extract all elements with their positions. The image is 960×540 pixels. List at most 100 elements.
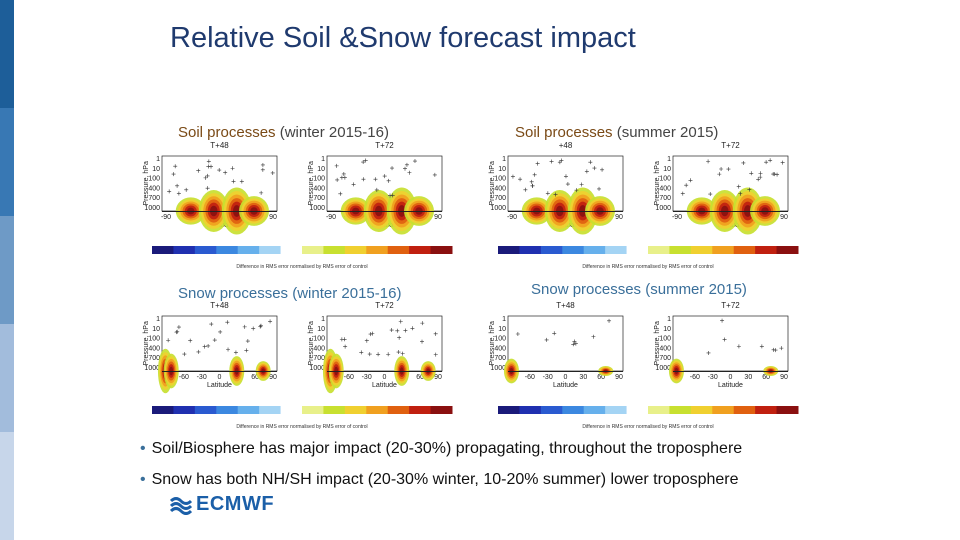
plot-title: T+48 <box>556 301 575 310</box>
significance-mark <box>768 158 773 163</box>
colorbar-swatch <box>648 406 670 414</box>
x-tick-label: 30 <box>744 374 752 381</box>
colorbar-swatch <box>669 406 692 414</box>
significance-mark <box>376 352 381 357</box>
significance-mark <box>209 164 214 169</box>
colorbar-swatch <box>583 406 606 414</box>
y-tick-label: 700 <box>313 355 325 362</box>
plot-frame <box>672 315 789 372</box>
significance-mark <box>260 167 265 172</box>
y-axis-label: Pressure, hPa <box>489 161 496 205</box>
colorbar-swatch <box>430 246 453 254</box>
y-tick-label: 400 <box>494 185 506 192</box>
colorbar-swatch <box>366 406 389 414</box>
colorbar-swatch <box>280 246 303 254</box>
significance-mark <box>592 166 597 171</box>
x-tick-label: 60 <box>762 374 770 381</box>
bullet-dot: • <box>140 440 146 457</box>
colorbar-swatch <box>776 406 799 414</box>
x-tick-label: 90 <box>434 374 442 381</box>
y-tick-label: 1 <box>156 316 160 323</box>
significance-mark <box>780 160 785 165</box>
x-axis-label: Latitude <box>372 382 397 389</box>
significance-mark <box>230 166 235 171</box>
significance-mark <box>433 331 438 336</box>
x-tick-label: 90 <box>434 214 442 221</box>
colorbar-swatch <box>626 246 649 254</box>
significance-mark <box>196 349 201 354</box>
x-tick-label: -60 <box>525 374 535 381</box>
significance-mark <box>588 160 593 165</box>
bullet-item: • Snow has both NH/SH impact (20-30% wint… <box>140 471 742 489</box>
colorbar-swatch <box>605 406 628 414</box>
y-axis-label: Pressure, hPa <box>654 161 661 205</box>
ecmwf-logo: ECMWF <box>170 493 274 516</box>
significance-mark <box>218 329 223 334</box>
significance-mark <box>410 326 415 331</box>
y-axis-label: Pressure, hPa <box>308 321 315 365</box>
significance-mark <box>206 343 211 348</box>
colorbar-swatch <box>498 406 520 414</box>
plot-baseline <box>327 371 442 372</box>
significance-mark <box>373 177 378 182</box>
significance-mark <box>364 338 369 343</box>
significance-mark <box>518 177 523 182</box>
significance-mark <box>244 348 249 353</box>
significance-mark <box>171 172 176 177</box>
y-tick-label: 10 <box>498 326 506 333</box>
significance-mark <box>432 172 437 177</box>
significance-mark <box>549 159 554 164</box>
impact-shading <box>579 205 587 217</box>
significance-mark <box>412 159 417 164</box>
y-tick-label: 400 <box>313 345 325 352</box>
plot-baseline <box>508 371 623 372</box>
y-tick-label: 1 <box>321 156 325 163</box>
significance-mark <box>268 319 273 324</box>
significance-mark <box>382 174 387 179</box>
y-tick-label: 1000 <box>309 365 325 372</box>
plot-title: T+72 <box>375 141 394 150</box>
significance-mark <box>571 342 576 347</box>
significance-mark <box>173 164 178 169</box>
significance-mark <box>397 335 402 340</box>
colorbar-swatch <box>712 246 735 254</box>
significance-mark <box>572 339 577 344</box>
significance-mark <box>515 331 520 336</box>
significance-mark <box>553 192 558 197</box>
significance-mark <box>736 184 741 189</box>
y-tick-label: 1 <box>667 316 671 323</box>
colorbar-swatch <box>690 246 713 254</box>
plot-title: T+48 <box>210 141 229 150</box>
y-tick-label: 100 <box>313 336 325 343</box>
significance-mark <box>574 188 579 193</box>
y-tick-label: 100 <box>659 336 671 343</box>
significance-mark <box>398 319 403 324</box>
caption-period: (summer 2015) <box>616 124 719 141</box>
plot-baseline <box>673 371 788 372</box>
significance-mark <box>395 328 400 333</box>
colorbar-swatch <box>776 246 799 254</box>
significance-mark <box>738 191 743 196</box>
accent-segment <box>0 108 14 216</box>
accent-segment <box>0 0 14 108</box>
colorbar-swatch <box>173 246 196 254</box>
significance-mark <box>600 167 605 172</box>
x-tick-label: -30 <box>708 374 718 381</box>
significance-mark <box>565 182 570 187</box>
significance-mark <box>259 190 264 195</box>
significance-mark <box>231 179 236 184</box>
colorbar-swatch <box>216 246 239 254</box>
significance-mark <box>771 347 776 352</box>
significance-mark <box>335 177 340 182</box>
y-tick-label: 10 <box>152 326 160 333</box>
significance-mark <box>390 166 395 171</box>
significance-mark <box>758 175 763 180</box>
colorbar-swatch <box>366 246 389 254</box>
caption-keyword: Soil processes <box>515 124 613 141</box>
significance-mark <box>573 341 578 346</box>
significance-mark <box>203 175 208 180</box>
significance-mark <box>544 337 549 342</box>
significance-mark <box>176 191 181 196</box>
